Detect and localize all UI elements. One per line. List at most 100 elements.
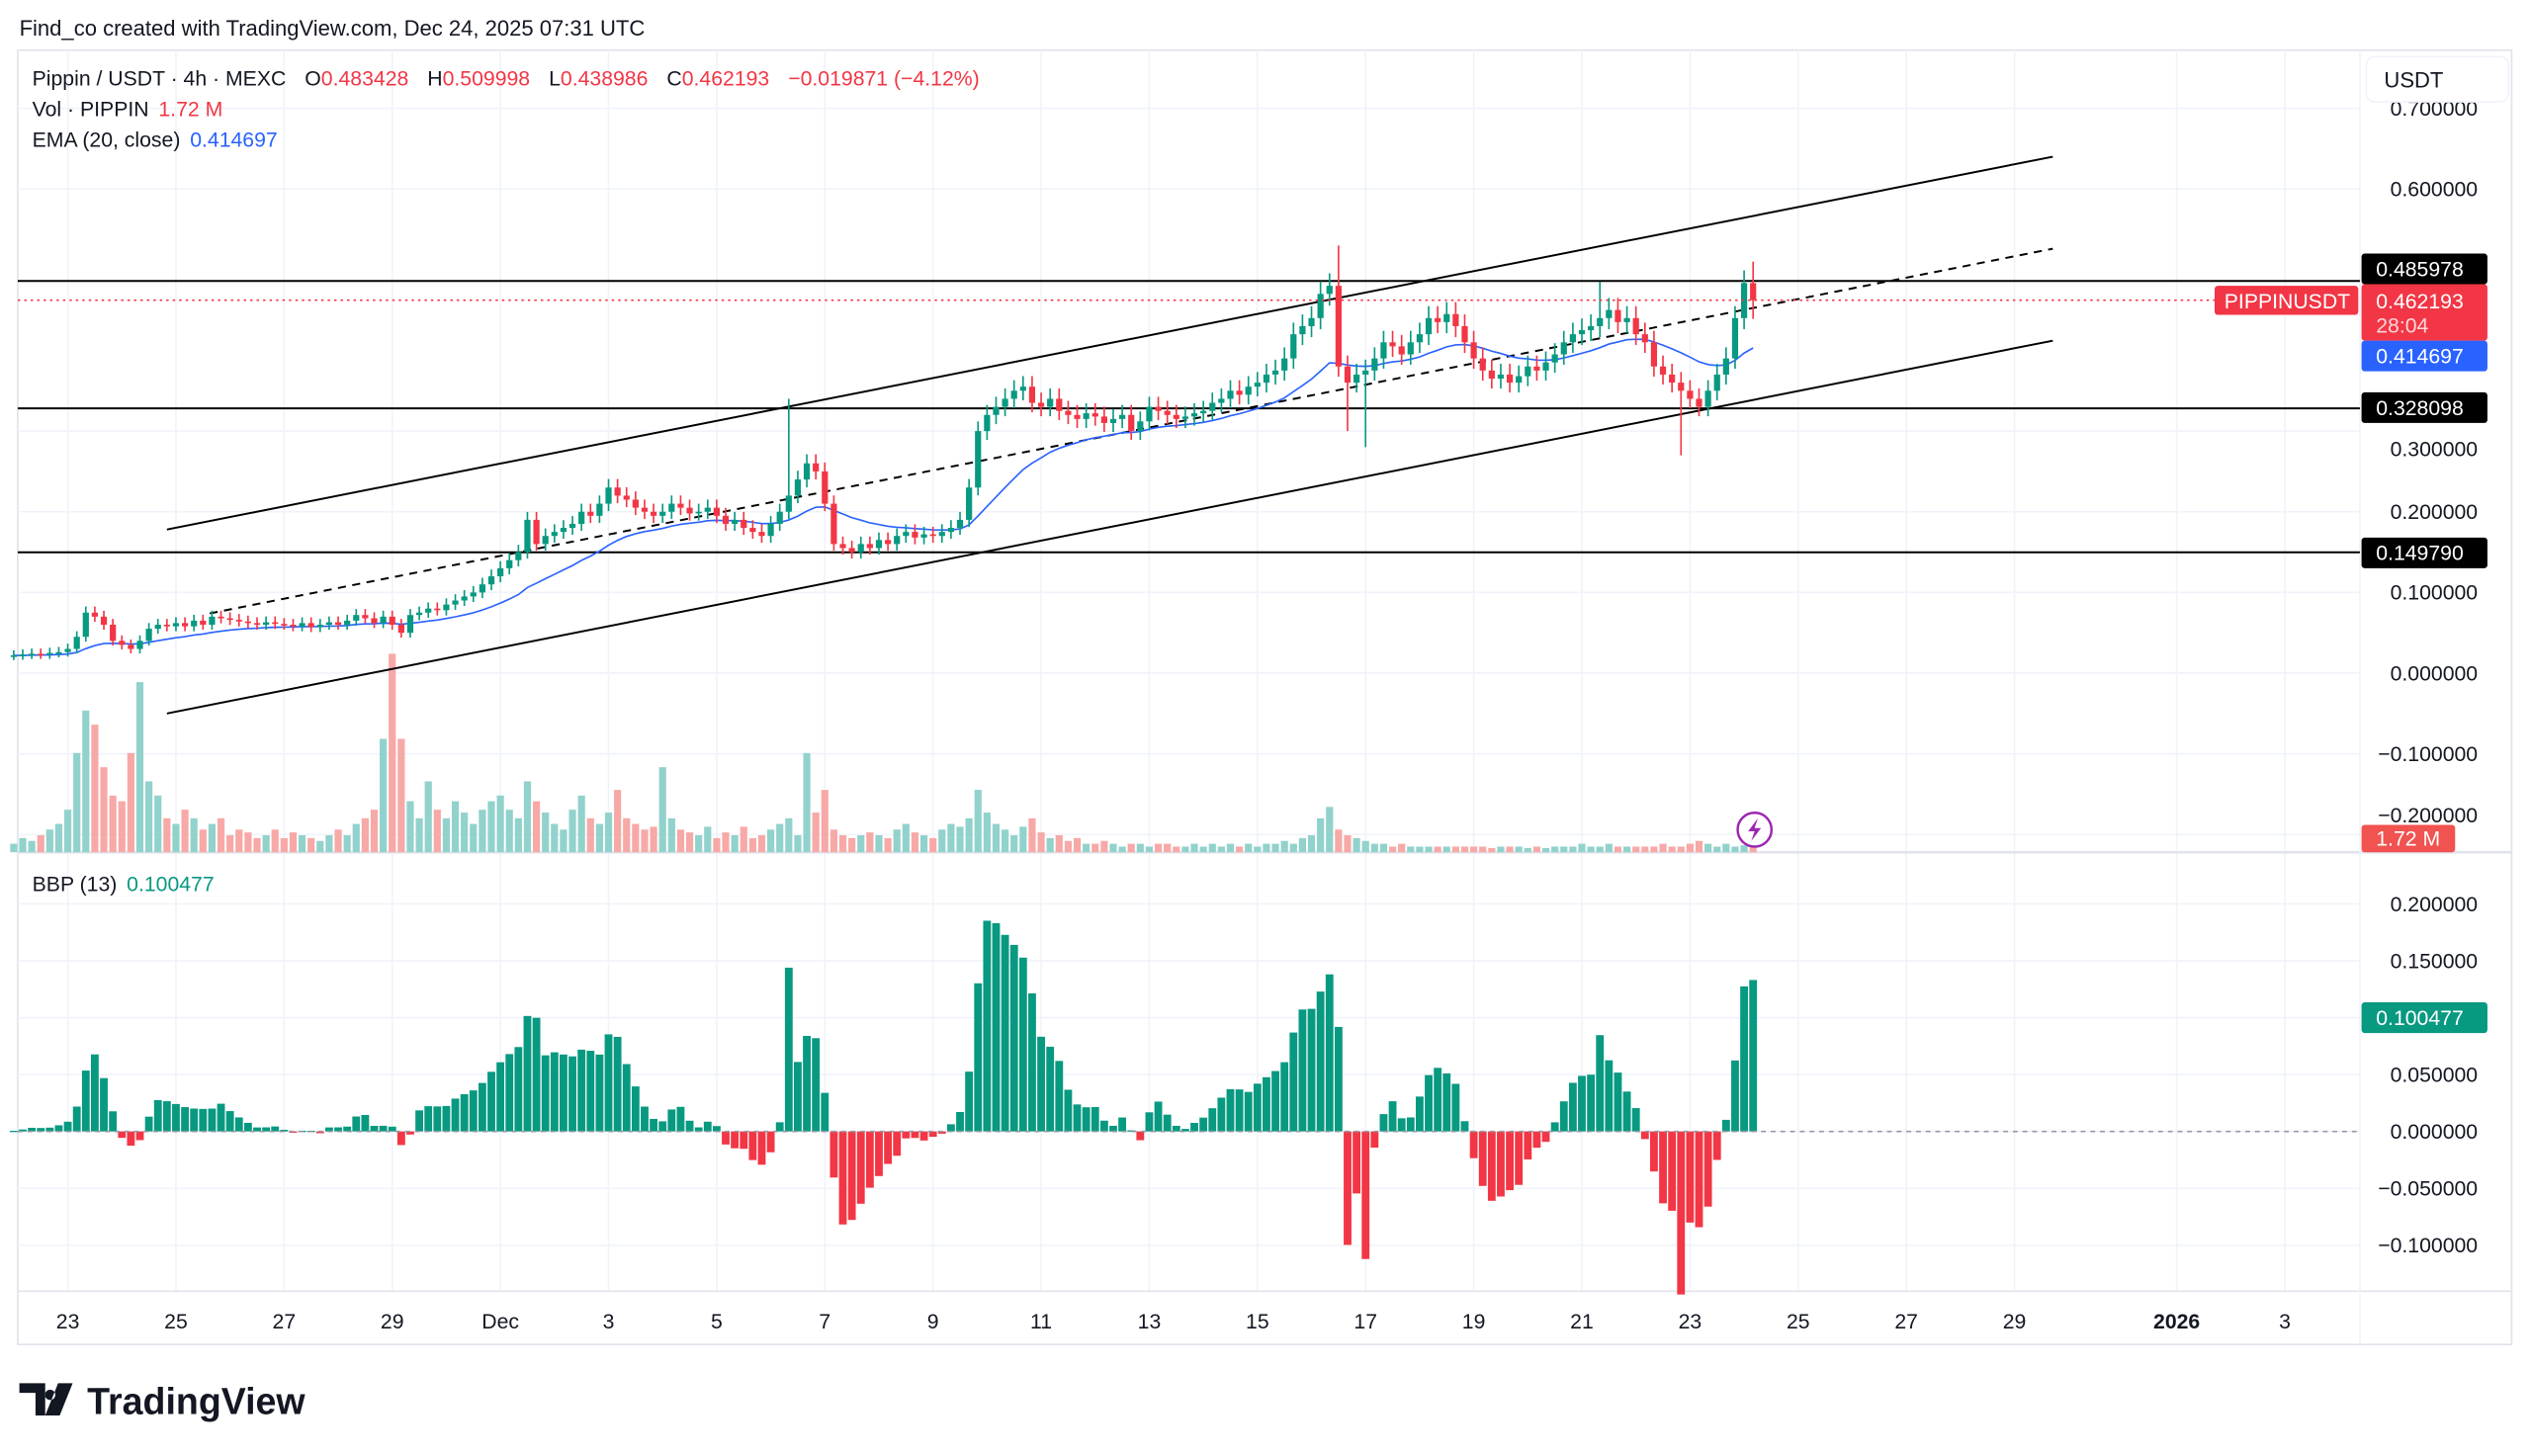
svg-text:0.100477: 0.100477 (2376, 1007, 2464, 1030)
candle-body (1200, 410, 1207, 414)
bar-countdown: 28:04 (2376, 315, 2428, 338)
bbp-bar (1235, 1089, 1244, 1132)
candle-body (181, 623, 189, 627)
volume-bar (560, 829, 567, 853)
candle-body (452, 600, 459, 605)
candle-body (1209, 402, 1216, 411)
volume-bar (505, 810, 513, 853)
candle-body (425, 608, 432, 613)
candle-body (415, 612, 423, 616)
volume-bar (442, 817, 451, 853)
price-axis[interactable]: 0.700000 0.600000 0.300000 0.200000 0.100000… (2378, 98, 2478, 827)
volume-bar (983, 813, 991, 853)
bbp-bar (1307, 1008, 1316, 1132)
candle-body (1100, 416, 1107, 423)
candle-body (857, 544, 864, 553)
candle-body (848, 548, 855, 553)
candle-body (226, 618, 233, 621)
volume-tag: 1.72 M (2361, 824, 2456, 853)
time-tick-label: 23 (1679, 1311, 1702, 1333)
volume-bar (1731, 846, 1739, 853)
volume-bar (1181, 846, 1189, 853)
volume-bar (857, 835, 865, 853)
bbp-bar (829, 1131, 838, 1178)
candle-body (1236, 390, 1243, 395)
volume-bar (586, 817, 594, 853)
candle-body (380, 616, 387, 624)
candle-body (1065, 410, 1072, 415)
volume-bar (1326, 807, 1334, 853)
time-tick-label: 11 (1030, 1311, 1052, 1333)
bbp-bar (253, 1127, 261, 1132)
volume-bar (1560, 846, 1568, 853)
volume-bar (1659, 843, 1667, 853)
bbp-bar (550, 1052, 559, 1132)
volume-bar (974, 790, 982, 853)
bbp-bar (1712, 1131, 1721, 1160)
tradingview-logo[interactable]: TradingView (19, 1380, 306, 1421)
candle-body (1696, 398, 1702, 407)
volume-bar (532, 801, 541, 853)
bbp-bar (956, 1111, 964, 1132)
candle-body (1488, 370, 1495, 380)
bbp-tick-label: −0.050000 (2378, 1178, 2478, 1201)
volume-bar (1506, 846, 1514, 853)
lightning-alert-icon[interactable] (1736, 811, 1774, 848)
bbp-bar (722, 1131, 730, 1145)
volume-bar (461, 813, 469, 853)
candle-body (1299, 325, 1306, 335)
bbp-bar (1263, 1076, 1270, 1132)
time-tick-label: 2026 (2153, 1311, 2200, 1333)
candle-body (1380, 342, 1387, 359)
currency-button[interactable]: USDT (2365, 55, 2509, 103)
bbp-bar (1532, 1131, 1541, 1149)
candle-body (1128, 414, 1135, 432)
candle-body (334, 622, 342, 626)
candle-body (1218, 398, 1225, 403)
bbp-bar (965, 1071, 974, 1132)
candle-body (542, 536, 549, 545)
bbp-bar (1749, 980, 1758, 1132)
volume-bar (1596, 846, 1604, 853)
volume-bar (803, 752, 811, 853)
candle-body (947, 528, 955, 533)
volume-bar (595, 823, 603, 853)
bbp-bar (740, 1131, 748, 1150)
volume-bar (757, 835, 766, 853)
bbp-axis[interactable]: 0.200000 0.150000 0.050000 0.000000 −0.05000… (2378, 894, 2478, 1257)
time-axis[interactable]: 23 25 27 29 Dec 3 5 7 9 11 13 15 17 19 21 23 25 27 29 2026 3 (56, 1311, 2291, 1333)
volume-bar (658, 767, 666, 853)
volume-bar (54, 823, 63, 853)
volume-bar (1695, 840, 1703, 853)
bbp-bar (1180, 1129, 1189, 1132)
volume-bar (551, 823, 559, 853)
candle-body (119, 641, 126, 645)
bbp-bar (1316, 991, 1325, 1132)
bbp-bar (1686, 1131, 1695, 1223)
candle-body (1271, 370, 1279, 375)
volume-bar (1353, 837, 1360, 853)
time-tick-label: 23 (56, 1311, 80, 1333)
volume-bar (1019, 826, 1027, 853)
bbp-bar (1406, 1117, 1415, 1132)
volume-bar (1578, 843, 1586, 853)
candle-body (813, 463, 820, 471)
candle-body (568, 523, 576, 529)
volume-bar (1569, 846, 1577, 853)
bbp-bar (1416, 1096, 1424, 1132)
bbp-bar (396, 1131, 405, 1146)
horizontal-levels[interactable] (17, 280, 2360, 554)
bbp-bar (505, 1054, 514, 1132)
bbp-bar (757, 1131, 766, 1165)
candle-body (1425, 317, 1433, 335)
bbp-bar (1190, 1123, 1198, 1132)
svg-text:USDT: USDT (2384, 67, 2443, 92)
bbp-bar (54, 1125, 63, 1132)
price-tick-label: 0.600000 (2391, 179, 2479, 202)
candle-body (713, 507, 720, 516)
volume-bar (496, 795, 504, 853)
bbp-bar (225, 1111, 234, 1132)
volume-bar (163, 817, 171, 853)
candle-body (741, 519, 747, 529)
